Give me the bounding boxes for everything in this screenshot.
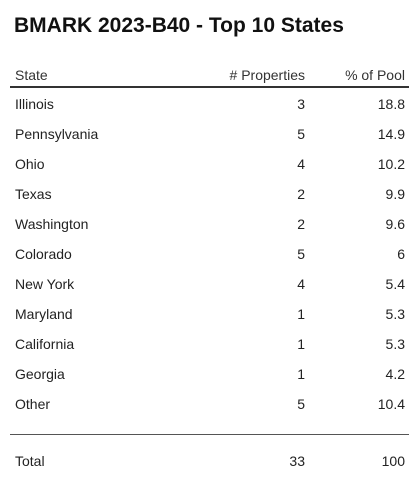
table-header-row: State # Properties % of Pool: [10, 64, 409, 88]
table-row: Illinois 3 18.8: [10, 88, 409, 118]
properties-cell: 5: [297, 126, 305, 142]
header-state: State: [15, 67, 48, 83]
state-cell: Other: [15, 396, 51, 412]
state-cell: New York: [15, 276, 75, 292]
table-row: California 1 5.3: [10, 328, 409, 358]
pool-cell: 5.4: [385, 276, 405, 292]
pool-cell: 5.3: [385, 306, 405, 322]
properties-cell: 4: [297, 276, 305, 292]
properties-cell: 1: [297, 366, 305, 382]
table-spacer: [10, 418, 409, 434]
table-row: Washington 2 9.6: [10, 208, 409, 238]
state-cell: Ohio: [15, 156, 45, 172]
page-title: BMARK 2023-B40 - Top 10 States: [14, 14, 344, 37]
pool-cell: 9.6: [385, 216, 405, 232]
properties-cell: 1: [297, 336, 305, 352]
properties-cell: 3: [297, 96, 305, 112]
table-row: Maryland 1 5.3: [10, 298, 409, 328]
table-row: Texas 2 9.9: [10, 178, 409, 208]
table-row: Other 5 10.4: [10, 388, 409, 418]
properties-cell: 1: [297, 306, 305, 322]
pool-cell: 10.4: [377, 396, 405, 412]
state-cell: California: [15, 336, 75, 352]
pool-cell: 14.9: [377, 126, 405, 142]
state-cell: Maryland: [15, 306, 73, 322]
header-pool: % of Pool: [345, 67, 405, 83]
state-cell: Illinois: [15, 96, 54, 112]
table-row: Ohio 4 10.2: [10, 148, 409, 178]
table-row: Georgia 1 4.2: [10, 358, 409, 388]
pool-cell: 10.2: [377, 156, 405, 172]
table-total-row: Total 33 100: [10, 434, 409, 473]
state-cell: Pennsylvania: [15, 126, 99, 142]
pool-cell: 18.8: [377, 96, 405, 112]
total-properties: 33: [289, 453, 305, 469]
table-row: Colorado 5 6: [10, 238, 409, 268]
states-table: State # Properties % of Pool Illinois 3 …: [10, 64, 409, 473]
properties-cell: 4: [297, 156, 305, 172]
total-pool: 100: [381, 453, 405, 469]
table-body: Illinois 3 18.8 Pennsylvania 5 14.9 Ohio…: [10, 88, 409, 418]
table-row: Pennsylvania 5 14.9: [10, 118, 409, 148]
pool-cell: 5.3: [385, 336, 405, 352]
properties-cell: 2: [297, 186, 305, 202]
properties-cell: 5: [297, 246, 305, 262]
pool-cell: 9.9: [385, 186, 405, 202]
state-cell: Washington: [15, 216, 89, 232]
properties-cell: 5: [297, 396, 305, 412]
pool-cell: 4.2: [385, 366, 405, 382]
state-cell: Texas: [15, 186, 52, 202]
properties-cell: 2: [297, 216, 305, 232]
header-properties: # Properties: [229, 67, 305, 83]
state-cell: Colorado: [15, 246, 72, 262]
state-cell: Georgia: [15, 366, 65, 382]
total-label: Total: [15, 453, 45, 469]
table-row: New York 4 5.4: [10, 268, 409, 298]
pool-cell: 6: [397, 246, 405, 262]
